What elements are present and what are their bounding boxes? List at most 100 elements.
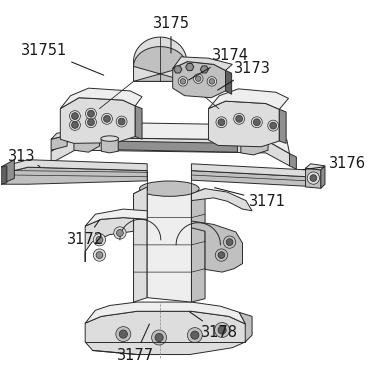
Polygon shape (60, 98, 135, 143)
Polygon shape (60, 88, 142, 109)
Circle shape (91, 124, 101, 135)
Polygon shape (174, 66, 182, 73)
Polygon shape (173, 57, 232, 70)
Polygon shape (1, 166, 7, 184)
Polygon shape (173, 62, 225, 98)
Circle shape (119, 330, 127, 338)
Circle shape (215, 323, 230, 338)
Polygon shape (1, 160, 14, 184)
Circle shape (73, 127, 85, 138)
Polygon shape (192, 189, 252, 211)
Circle shape (117, 230, 123, 236)
Text: 3171: 3171 (214, 188, 286, 209)
Ellipse shape (139, 181, 199, 196)
Circle shape (191, 331, 199, 339)
Circle shape (118, 118, 125, 125)
Polygon shape (225, 70, 232, 94)
Circle shape (270, 133, 276, 139)
Text: 3175: 3175 (152, 16, 190, 53)
Polygon shape (186, 64, 194, 70)
Polygon shape (1, 167, 147, 184)
Circle shape (196, 76, 201, 81)
Polygon shape (192, 189, 205, 302)
Polygon shape (120, 143, 219, 149)
Circle shape (251, 117, 262, 128)
Polygon shape (85, 209, 147, 226)
Polygon shape (290, 153, 296, 169)
Circle shape (254, 119, 260, 126)
Polygon shape (321, 166, 325, 188)
Circle shape (218, 326, 226, 334)
Polygon shape (85, 311, 252, 354)
Circle shape (72, 113, 78, 119)
Polygon shape (135, 106, 142, 139)
Text: 3174: 3174 (189, 48, 249, 80)
Circle shape (76, 130, 82, 135)
Text: 3178: 3178 (190, 312, 238, 340)
Circle shape (114, 227, 126, 239)
Polygon shape (200, 66, 208, 73)
Polygon shape (134, 37, 187, 81)
Circle shape (116, 327, 131, 341)
Circle shape (180, 78, 186, 84)
Circle shape (226, 239, 233, 246)
Circle shape (236, 116, 242, 122)
Circle shape (207, 77, 217, 86)
Polygon shape (1, 160, 147, 174)
Polygon shape (192, 194, 242, 272)
Circle shape (104, 116, 110, 122)
Circle shape (93, 233, 106, 246)
Circle shape (209, 78, 215, 84)
Circle shape (86, 117, 96, 128)
Polygon shape (306, 168, 321, 188)
Polygon shape (192, 164, 307, 177)
Polygon shape (239, 312, 252, 342)
Polygon shape (51, 135, 67, 150)
Polygon shape (51, 132, 72, 139)
Circle shape (178, 77, 188, 86)
Circle shape (270, 122, 277, 129)
Polygon shape (208, 89, 289, 109)
Text: 313: 313 (7, 149, 40, 166)
Circle shape (234, 113, 245, 124)
Circle shape (268, 130, 279, 141)
Circle shape (216, 117, 227, 128)
Circle shape (87, 119, 94, 126)
Polygon shape (192, 171, 307, 186)
Polygon shape (104, 141, 237, 152)
Polygon shape (85, 187, 147, 262)
Polygon shape (101, 138, 118, 153)
Polygon shape (51, 138, 290, 166)
Circle shape (155, 334, 163, 341)
Polygon shape (74, 133, 100, 152)
Circle shape (268, 120, 279, 131)
Circle shape (69, 111, 80, 122)
Circle shape (96, 252, 103, 258)
Circle shape (72, 122, 78, 128)
Circle shape (254, 130, 259, 136)
Circle shape (152, 330, 166, 345)
Circle shape (87, 110, 94, 117)
Text: 3177: 3177 (117, 324, 154, 363)
Polygon shape (147, 187, 192, 302)
Text: 3176: 3176 (303, 156, 366, 171)
Polygon shape (306, 164, 325, 170)
Circle shape (251, 128, 262, 139)
Circle shape (187, 327, 202, 343)
Circle shape (193, 74, 203, 83)
Circle shape (93, 127, 99, 132)
Text: 31751: 31751 (21, 43, 104, 75)
Circle shape (218, 252, 225, 258)
Polygon shape (134, 47, 187, 81)
Text: 3172: 3172 (67, 220, 104, 247)
Polygon shape (208, 101, 279, 147)
Text: 3173: 3173 (218, 61, 271, 90)
Ellipse shape (101, 136, 118, 141)
Circle shape (215, 249, 228, 261)
Circle shape (86, 108, 96, 119)
Circle shape (218, 119, 225, 126)
Polygon shape (51, 122, 290, 153)
Circle shape (310, 175, 317, 182)
Circle shape (307, 172, 320, 184)
Circle shape (101, 113, 113, 124)
